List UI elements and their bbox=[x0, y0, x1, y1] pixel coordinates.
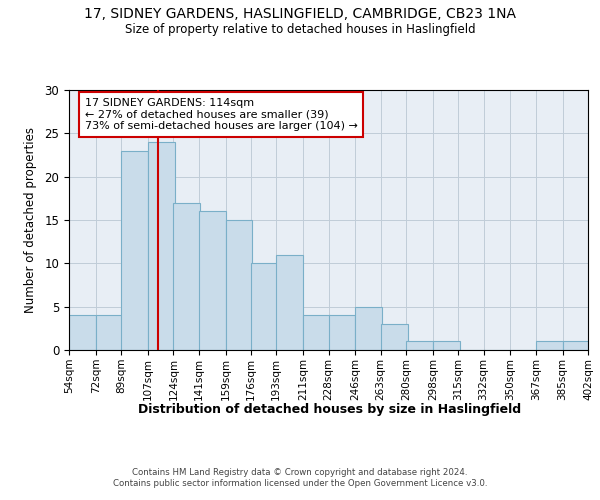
Bar bbox=[433, 342, 460, 350]
Y-axis label: Number of detached properties: Number of detached properties bbox=[25, 127, 37, 313]
Text: Distribution of detached houses by size in Haslingfield: Distribution of detached houses by size … bbox=[139, 402, 521, 415]
Bar bbox=[406, 342, 433, 350]
Bar bbox=[226, 220, 253, 350]
Bar bbox=[355, 306, 382, 350]
Text: Size of property relative to detached houses in Haslingfield: Size of property relative to detached ho… bbox=[125, 22, 475, 36]
Bar bbox=[536, 342, 563, 350]
Bar bbox=[96, 316, 122, 350]
Bar bbox=[277, 254, 303, 350]
Bar bbox=[121, 150, 148, 350]
Bar bbox=[69, 316, 96, 350]
Bar bbox=[173, 202, 200, 350]
Bar bbox=[148, 142, 175, 350]
Bar bbox=[199, 212, 226, 350]
Bar bbox=[329, 316, 355, 350]
Text: 17 SIDNEY GARDENS: 114sqm
← 27% of detached houses are smaller (39)
73% of semi-: 17 SIDNEY GARDENS: 114sqm ← 27% of detac… bbox=[85, 98, 358, 131]
Text: Contains HM Land Registry data © Crown copyright and database right 2024.
Contai: Contains HM Land Registry data © Crown c… bbox=[113, 468, 487, 487]
Text: 17, SIDNEY GARDENS, HASLINGFIELD, CAMBRIDGE, CB23 1NA: 17, SIDNEY GARDENS, HASLINGFIELD, CAMBRI… bbox=[84, 8, 516, 22]
Bar bbox=[251, 264, 278, 350]
Bar bbox=[380, 324, 407, 350]
Bar bbox=[563, 342, 589, 350]
Bar bbox=[303, 316, 330, 350]
